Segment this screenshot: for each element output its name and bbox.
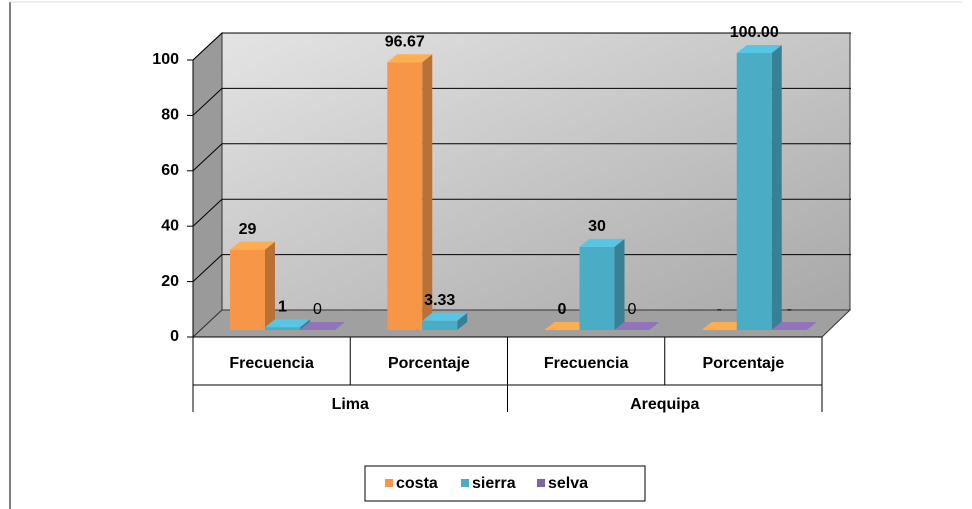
bar-top — [614, 322, 660, 330]
legend-swatch — [461, 479, 469, 487]
bar-top — [265, 319, 310, 328]
data-label: 96.67 — [385, 33, 425, 50]
x-tick-label: Frecuencia — [229, 355, 314, 372]
y-tick-label: 40 — [161, 217, 179, 234]
bar-side — [300, 319, 310, 330]
bar-side — [265, 241, 275, 330]
data-label: 3.33 — [424, 292, 455, 309]
bar — [579, 246, 615, 330]
data-label: - — [717, 301, 722, 318]
grid-line — [192, 198, 223, 227]
bar — [230, 249, 265, 330]
data-label: - — [787, 301, 792, 318]
y-tick-label: 80 — [161, 107, 179, 124]
bar-top — [579, 238, 625, 247]
bar-top — [701, 322, 747, 330]
bar-top — [387, 54, 433, 63]
data-label: 0 — [313, 301, 322, 318]
legend-label: selva — [548, 475, 588, 492]
grid-line — [192, 143, 223, 172]
data-label: 1 — [278, 298, 287, 315]
bar-side — [771, 45, 782, 330]
bar — [265, 327, 300, 330]
bar-side — [457, 312, 468, 330]
bar-top — [230, 241, 275, 250]
grid-line — [192, 254, 223, 282]
data-label: 0 — [628, 301, 637, 318]
data-label: 29 — [239, 221, 257, 238]
legend-label: costa — [396, 475, 438, 492]
bar-top — [544, 322, 590, 330]
x-tick-label: Porcentaje — [702, 355, 784, 372]
bar-top — [736, 45, 782, 53]
x-tick-label: Frecuencia — [544, 355, 629, 372]
legend-label: sierra — [472, 475, 516, 492]
bar-top — [422, 312, 468, 321]
legend-swatch — [537, 479, 545, 487]
bar-top — [300, 322, 345, 330]
bar — [422, 320, 458, 330]
bar — [736, 53, 772, 330]
y-tick-label: 100 — [152, 51, 179, 68]
x-tick-label: Porcentaje — [388, 355, 470, 372]
group-label: Arequipa — [630, 396, 699, 413]
bar-top — [771, 322, 817, 330]
group-label: Lima — [332, 396, 369, 413]
y-tick-label: 60 — [161, 162, 179, 179]
data-label: 30 — [588, 218, 606, 235]
y-tick-label: 0 — [170, 328, 179, 345]
bar-side — [422, 54, 433, 331]
y-tick-label: 20 — [161, 273, 179, 290]
grid-line — [192, 32, 223, 61]
bar-side — [614, 238, 625, 330]
side-wall — [192, 31, 223, 339]
grid-line — [192, 88, 223, 116]
data-label: 100.00 — [730, 24, 779, 41]
bar — [387, 62, 423, 331]
legend-swatch — [385, 479, 393, 487]
legend — [364, 465, 646, 502]
data-label: 0 — [558, 301, 567, 318]
